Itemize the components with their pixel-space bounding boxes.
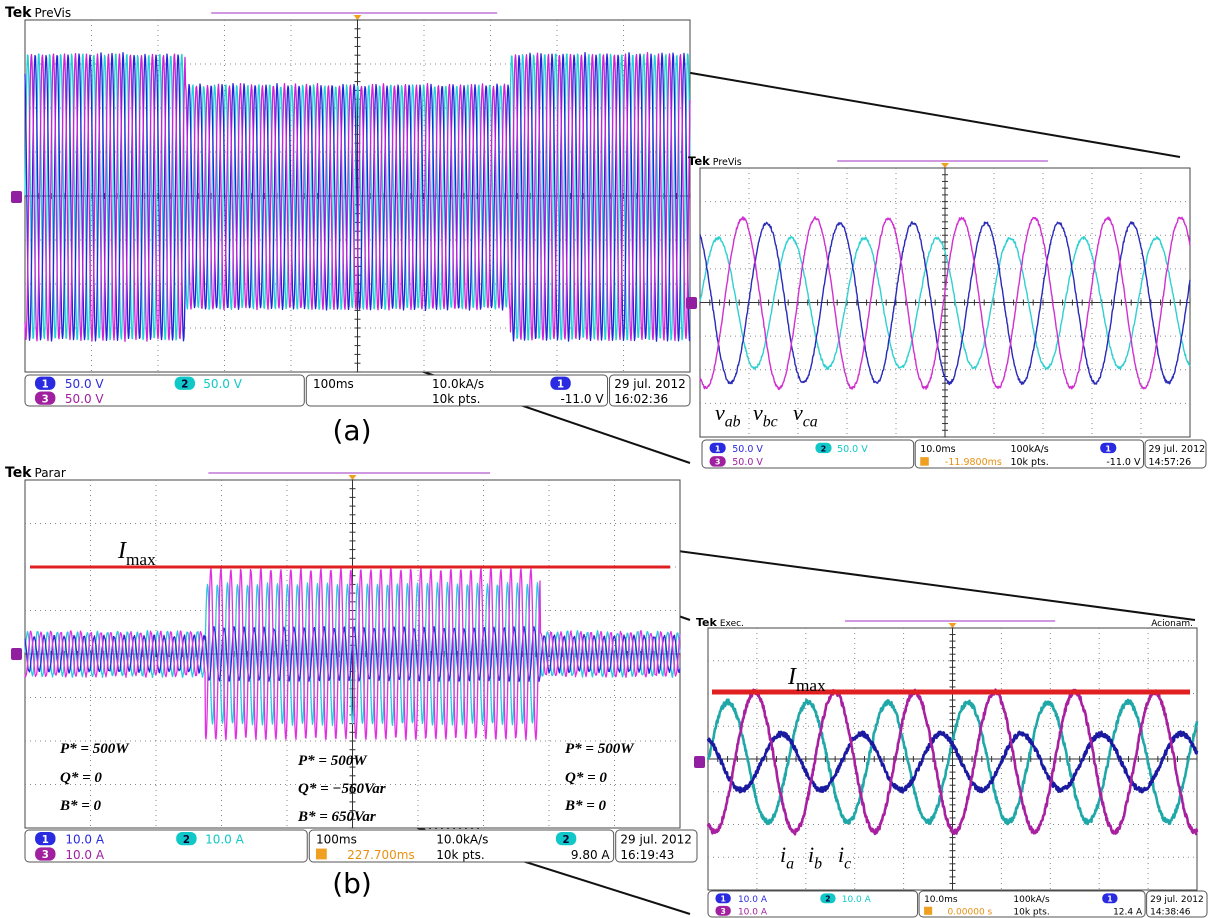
- channel-badge-label: 1: [715, 444, 721, 453]
- channel-badge-label: 1: [42, 835, 49, 846]
- signal-label-symbol: v: [715, 400, 725, 425]
- limit-label-subscript: max: [126, 550, 156, 569]
- channel-badge-label: 3: [720, 907, 725, 916]
- signal-label-subscript: ca: [803, 414, 818, 431]
- channel-scale: 10.0 A: [842, 895, 872, 905]
- timebase: 10.0ms: [924, 895, 958, 905]
- channel-badge-label: 3: [42, 394, 49, 405]
- setpoint-annotation: P* = 500W: [60, 741, 130, 757]
- channel-badge-label: 3: [715, 458, 721, 467]
- signal-label-subscript: a: [786, 856, 794, 873]
- channel-scale: 50.0 V: [732, 444, 763, 455]
- record-points: 10k pts.: [432, 392, 480, 406]
- record-points: 10k pts.: [1010, 457, 1048, 468]
- channel-badge-label: 3: [42, 850, 49, 861]
- scope-mode: Parar: [35, 466, 66, 480]
- setpoint-annotation: B* = 650Var: [297, 809, 376, 825]
- signal-label-subscript: b: [814, 856, 822, 873]
- page: (a) (b) TekPreVis150.0 V250.0 V350.0 V10…: [0, 0, 1215, 918]
- signal-label-symbol: v: [793, 400, 803, 425]
- record-points: 10k pts.: [436, 848, 484, 862]
- setpoint-annotation: P* = 500W: [565, 741, 635, 757]
- channel-badge-label: 2: [821, 444, 827, 453]
- delay-icon: [316, 849, 327, 860]
- channel-badge-label: 2: [183, 835, 190, 846]
- trigger-delay: 227.700ms: [347, 848, 415, 862]
- time: 14:57:26: [1149, 457, 1192, 468]
- figure-label: (b): [332, 867, 372, 900]
- record-points: 10k pts.: [1013, 907, 1049, 917]
- signal-label-subscript: ab: [725, 414, 741, 431]
- setpoint-annotation: Q* = 0: [60, 770, 102, 786]
- limit-label-subscript: max: [796, 676, 826, 695]
- trigger-level: -11.0 V: [560, 392, 604, 406]
- setpoint-annotation: B* = 0: [59, 798, 102, 814]
- delay-icon: [924, 907, 932, 915]
- channel-scale: 10.0 A: [65, 848, 105, 862]
- channel-marker: [686, 297, 697, 309]
- channel-badge-label: 2: [563, 835, 570, 846]
- channel-badge-label: 2: [181, 379, 188, 390]
- time: 14:38:46: [1150, 907, 1191, 917]
- date: 29 jul. 2012: [614, 377, 686, 391]
- figure-label: (a): [332, 414, 371, 447]
- date: 29 jul. 2012: [1149, 444, 1206, 455]
- trigger-level: 12.4 A: [1113, 907, 1143, 917]
- channel-marker: [694, 756, 705, 768]
- trigger-level: -11.0 V: [1106, 457, 1141, 468]
- channel-badge-label: 1: [557, 379, 564, 390]
- channel-badge-label: 1: [720, 894, 725, 903]
- timebase: 10.0ms: [920, 444, 955, 455]
- channel-marker: [11, 191, 22, 203]
- sample-rate: 100kA/s: [1013, 895, 1050, 905]
- timebase: 100ms: [316, 832, 357, 846]
- trigger-delay: -11.9800ms: [945, 457, 1002, 468]
- channel-scale: 50.0 V: [837, 444, 868, 455]
- setpoint-annotation: P* = 500W: [298, 753, 368, 769]
- sample-rate: 100kA/s: [1010, 444, 1048, 455]
- date: 29 jul. 2012: [1150, 895, 1204, 905]
- sample-rate: 10.0kA/s: [432, 377, 484, 391]
- delay-icon: [920, 457, 929, 466]
- channel-scale: 10.0 A: [738, 907, 768, 917]
- channel-badge-label: 2: [825, 894, 830, 903]
- sample-rate: 10.0kA/s: [436, 832, 488, 846]
- trigger-delay: 0.00000 s: [947, 907, 992, 917]
- time: 16:19:43: [620, 848, 674, 862]
- setpoint-annotation: B* = 0: [564, 798, 607, 814]
- channel-marker: [11, 648, 22, 660]
- channel-scale: 50.0 V: [203, 377, 243, 391]
- setpoint-annotation: Q* = −560Var: [298, 781, 386, 797]
- signal-label-subscript: c: [844, 856, 851, 873]
- time: 16:02:36: [614, 392, 668, 406]
- signal-label-symbol: v: [753, 400, 763, 425]
- date: 29 jul. 2012: [620, 832, 692, 846]
- scope-mode: PreVis: [35, 6, 72, 20]
- scope-brand: Tek: [5, 5, 32, 21]
- channel-scale: 50.0 V: [732, 457, 763, 468]
- channel-scale: 50.0 V: [65, 392, 105, 406]
- channel-scale: 10.0 A: [65, 832, 105, 846]
- channel-scale: 10.0 A: [738, 895, 768, 905]
- channel-badge-label: 1: [42, 379, 49, 390]
- channel-scale: 10.0 A: [205, 832, 245, 846]
- trigger-level: 9.80 A: [571, 848, 611, 862]
- channel-scale: 50.0 V: [65, 377, 105, 391]
- timebase: 100ms: [313, 377, 354, 391]
- setpoint-annotation: Q* = 0: [565, 770, 607, 786]
- scope-mode: PreVis: [713, 157, 742, 168]
- scope-brand: Tek: [688, 154, 710, 168]
- signal-label-subscript: bc: [763, 414, 778, 431]
- scope-brand: Tek: [696, 616, 718, 629]
- channel-badge-label: 1: [1105, 444, 1111, 453]
- channel-badge-label: 1: [1107, 894, 1112, 903]
- figure: (a) (b) TekPreVis150.0 V250.0 V350.0 V10…: [0, 0, 1215, 918]
- scope-brand: Tek: [5, 465, 32, 481]
